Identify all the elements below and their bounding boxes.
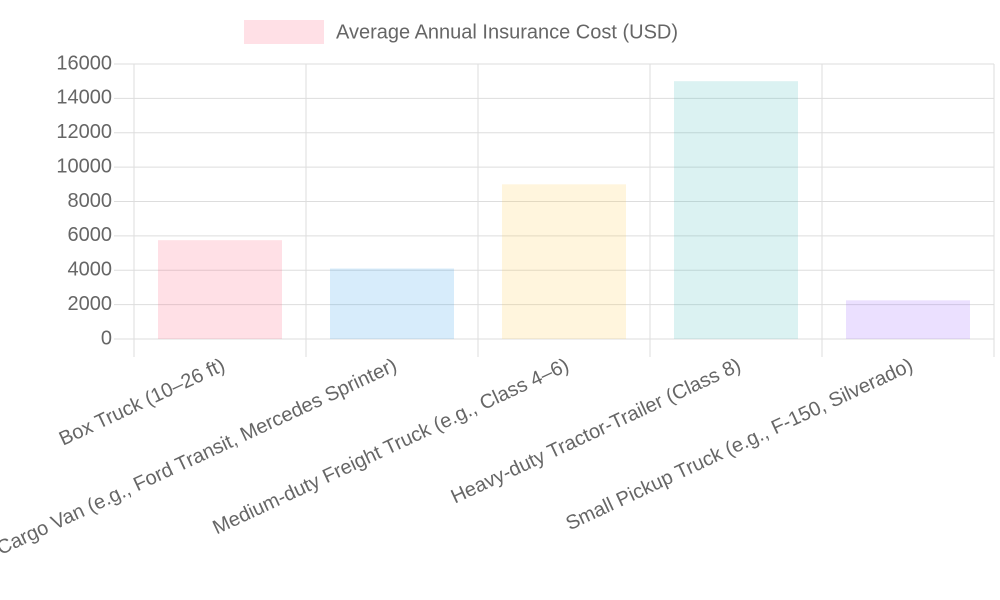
bar bbox=[846, 300, 970, 339]
legend-label: Average Annual Insurance Cost (USD) bbox=[336, 21, 678, 43]
y-tick-label: 12000 bbox=[56, 121, 112, 143]
y-tick-label: 2000 bbox=[68, 293, 113, 315]
y-tick-label: 6000 bbox=[68, 224, 113, 246]
y-tick-label: 16000 bbox=[56, 52, 112, 74]
y-tick-label: 0 bbox=[101, 327, 112, 349]
y-tick-label: 10000 bbox=[56, 155, 112, 177]
x-tick-label: Medium-duty Freight Truck (e.g., Class 4… bbox=[209, 354, 572, 539]
bar bbox=[502, 184, 626, 339]
bar bbox=[330, 268, 454, 339]
x-tick-label: Box Truck (10–26 ft) bbox=[56, 354, 229, 450]
y-tick-label: 4000 bbox=[68, 259, 113, 281]
bar bbox=[674, 81, 798, 339]
y-tick-label: 8000 bbox=[68, 190, 113, 212]
bar bbox=[158, 240, 282, 339]
legend-swatch bbox=[244, 20, 324, 44]
y-tick-label: 14000 bbox=[56, 87, 112, 109]
x-tick-label: Small Pickup Truck (e.g., F-150, Silvera… bbox=[563, 354, 917, 535]
x-tick-label: Heavy-duty Tractor-Trailer (Class 8) bbox=[448, 354, 745, 508]
